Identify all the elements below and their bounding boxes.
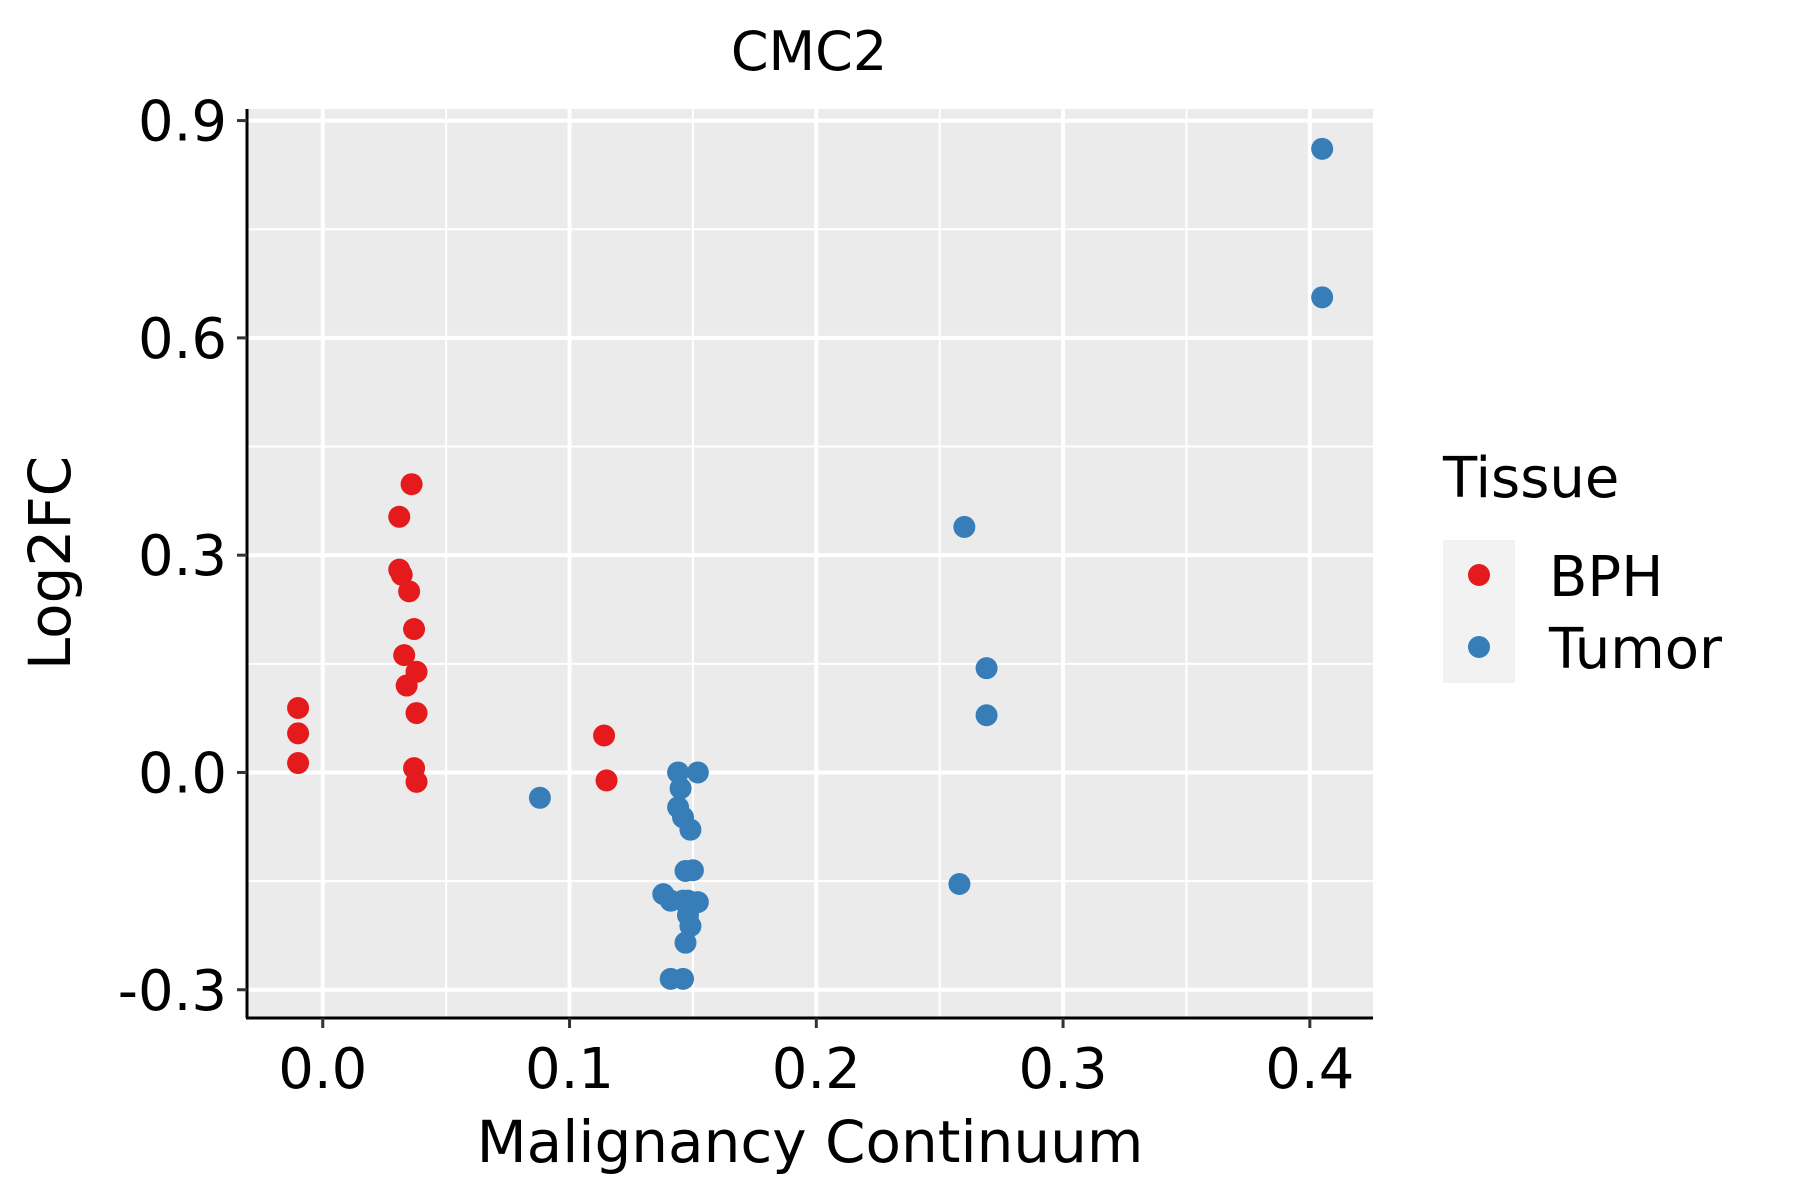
data-point-bph bbox=[593, 724, 616, 747]
data-point-tumor bbox=[975, 657, 998, 680]
y-axis-title: Log2FC bbox=[16, 456, 84, 670]
data-point-bph bbox=[398, 580, 421, 603]
x-tick-label: 0.4 bbox=[1265, 1037, 1354, 1102]
x-tick-label: 0.3 bbox=[1019, 1037, 1108, 1102]
data-point-tumor bbox=[975, 704, 998, 727]
data-point-tumor bbox=[528, 786, 551, 809]
data-point-bph bbox=[405, 702, 428, 725]
data-points bbox=[287, 137, 1334, 990]
data-point-bph bbox=[400, 473, 423, 496]
legend-title: Tissue bbox=[1442, 446, 1619, 511]
data-point-tumor bbox=[948, 873, 971, 896]
data-point-tumor bbox=[669, 777, 692, 800]
data-point-tumor bbox=[1311, 286, 1334, 309]
gridlines bbox=[247, 109, 1373, 1018]
y-tick-label: 0.0 bbox=[138, 741, 227, 806]
data-point-bph bbox=[390, 563, 413, 586]
legend-label-tumor: Tumor bbox=[1548, 617, 1723, 682]
data-point-tumor bbox=[672, 967, 695, 990]
y-tick-label: 0.6 bbox=[138, 307, 227, 372]
axis-ticks: 0.0 0.1 0.2 0.3 0.4 -0.3 0.0 0.3 0.6 0.9 bbox=[118, 90, 1355, 1102]
data-point-bph bbox=[595, 769, 618, 792]
x-tick-label: 0.1 bbox=[525, 1037, 614, 1102]
data-point-tumor bbox=[953, 515, 976, 538]
data-point-bph bbox=[287, 722, 310, 745]
data-point-bph bbox=[287, 696, 310, 719]
x-tick-label: 0.0 bbox=[278, 1037, 367, 1102]
data-point-tumor bbox=[681, 859, 704, 882]
data-point-tumor bbox=[679, 818, 702, 841]
y-tick-label: 0.3 bbox=[138, 524, 227, 589]
data-point-tumor bbox=[679, 915, 702, 938]
x-axis-title: Malignancy Continuum bbox=[477, 1108, 1144, 1176]
data-point-bph bbox=[395, 674, 418, 697]
legend-key-bph bbox=[1468, 564, 1490, 586]
x-tick-label: 0.2 bbox=[772, 1037, 861, 1102]
plot-panel bbox=[247, 109, 1373, 1018]
data-point-bph bbox=[403, 618, 426, 641]
legend: Tissue BPH Tumor bbox=[1442, 446, 1723, 683]
data-point-tumor bbox=[686, 761, 709, 784]
legend-key-background bbox=[1443, 540, 1515, 683]
data-point-bph bbox=[287, 752, 310, 775]
legend-label-bph: BPH bbox=[1549, 545, 1663, 610]
data-point-bph bbox=[388, 505, 411, 528]
y-tick-label: -0.3 bbox=[118, 959, 227, 1024]
data-point-bph bbox=[405, 770, 428, 793]
data-point-tumor bbox=[1311, 137, 1334, 160]
y-tick-label: 0.9 bbox=[138, 90, 227, 155]
chart-title: CMC2 bbox=[731, 20, 887, 83]
data-point-tumor bbox=[674, 931, 697, 954]
data-point-bph bbox=[393, 644, 416, 667]
legend-key-tumor bbox=[1468, 636, 1490, 658]
